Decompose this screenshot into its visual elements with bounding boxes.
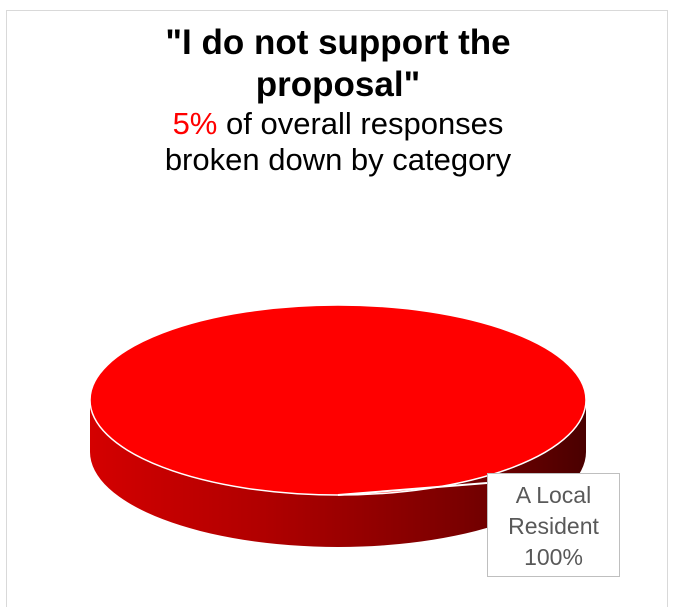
pie-slices: [89, 304, 587, 547]
chart-title-line-2: proposal": [255, 65, 421, 104]
chart-subtitle-line-1: 5% of overall responses: [0, 106, 676, 142]
data-label-percent: 100%: [524, 544, 583, 570]
data-label-line-2: Resident: [508, 513, 599, 539]
chart-title-block: "I do not support the proposal" 5% of ov…: [0, 22, 676, 178]
pie-side-wall: [90, 400, 586, 547]
chart-subtitle-line-2: broken down by category: [164, 142, 512, 177]
chart-title-line-1: "I do not support the: [165, 23, 511, 62]
overall-percent: 5%: [172, 106, 218, 141]
subtitle-text-1: of overall responses: [226, 106, 504, 141]
data-label-leader-line: [337, 482, 488, 496]
data-label-local-resident: A Local Resident 100%: [487, 473, 620, 577]
pie-slice-a-local-resident: [89, 304, 587, 496]
data-label-line-1: A Local: [515, 482, 592, 508]
